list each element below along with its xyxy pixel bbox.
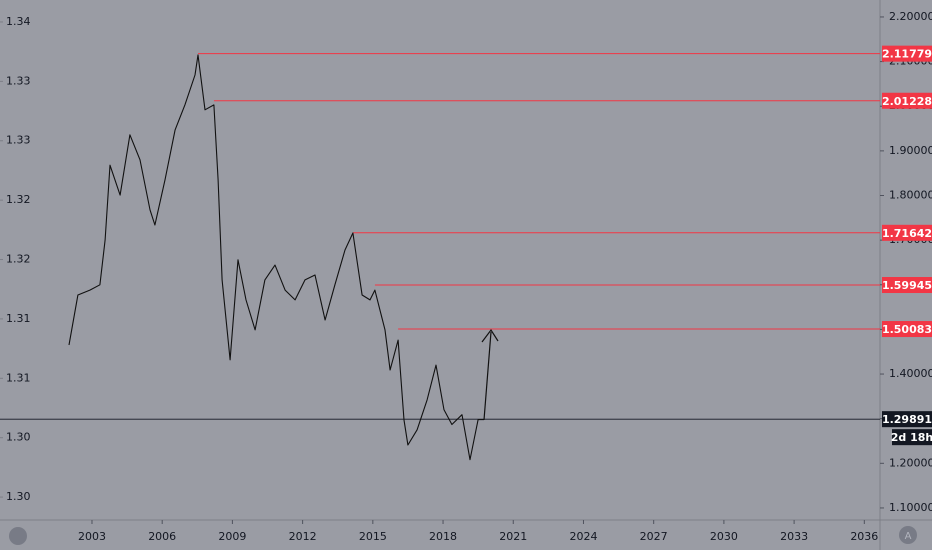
x-tick-label: 2036 [850,530,878,543]
y2-tick-label: 1.20000 [889,456,932,469]
x-tick-label: 2006 [148,530,176,543]
level-label: 1.50083 [882,323,932,336]
x-tick-label: 2021 [499,530,527,543]
y-tick-label: 1.34 [6,15,31,28]
x-tick-label: 2027 [640,530,668,543]
level-label-bg [882,45,932,62]
y2-tick-label: 1.10000 [889,501,932,514]
y-tick-label: 1.33 [6,74,31,87]
level-label: 1.59945 [882,279,932,292]
auto-scale-button[interactable]: A [899,526,917,544]
x-tick-label: 2033 [780,530,808,543]
last-price-label-bg [882,411,932,428]
x-tick-label: 2015 [359,530,387,543]
x-tick-label: 2030 [710,530,738,543]
y2-tick-label: 1.80000 [889,189,932,202]
y2-tick-label: 1.40000 [889,367,932,380]
x-tick-label: 2012 [289,530,317,543]
countdown-label: 2d 18h [891,431,932,444]
y-tick-label: 1.32 [6,253,31,266]
x-tick-label: 2009 [218,530,246,543]
level-label: 1.71642 [882,227,932,240]
x-tick-label: 2018 [429,530,457,543]
auto-scale-label[interactable]: A [905,531,912,542]
y-tick-label: 1.30 [6,431,31,444]
level-label: 2.01228 [882,95,932,108]
y-tick-label: 1.32 [6,193,31,206]
target-arrow [481,328,499,421]
x-tick-label: 2024 [569,530,597,543]
level-label-bg [882,321,932,338]
last-price-label: 1.29891 [882,413,932,426]
y-tick-label: 1.30 [6,490,31,503]
y-tick-label: 1.33 [6,134,31,147]
level-label: 2.11779 [882,48,932,61]
y-tick-label: 1.31 [6,371,31,384]
level-label-bg [882,92,932,109]
logo [9,527,27,545]
y2-tick-label: 1.90000 [889,144,932,157]
countdown-bg [892,429,932,446]
x-tick-label: 2003 [78,530,106,543]
level-label-bg [882,224,932,241]
y-tick-label: 1.31 [6,312,31,325]
price-line [68,54,484,461]
level-label-bg [882,277,932,294]
y2-tick-label: 2.20000 [889,10,932,23]
